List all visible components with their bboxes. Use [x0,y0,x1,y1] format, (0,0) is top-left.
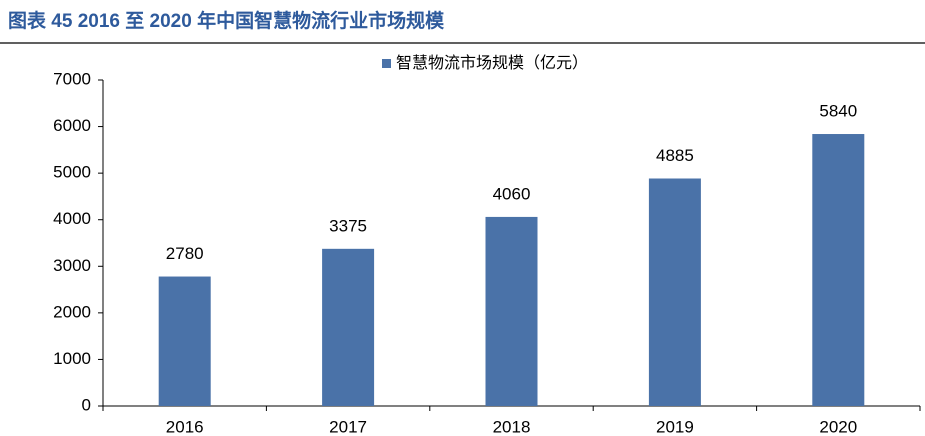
bar [485,216,538,406]
bar [322,248,375,406]
y-tick-label: 4000 [53,209,91,228]
x-tick-label: 2018 [493,417,531,436]
x-tick-label: 2016 [166,417,204,436]
y-tick-label: 7000 [53,69,91,88]
y-tick-label: 0 [82,395,91,414]
bar [812,134,865,406]
y-tick-label: 5000 [53,163,91,182]
y-tick-label: 3000 [53,256,91,275]
legend-label: 智慧物流市场规模（亿元） [396,54,588,72]
y-tick-label: 1000 [53,349,91,368]
y-tick-label: 6000 [53,116,91,135]
x-tick-label: 2017 [329,417,367,436]
data-label: 4060 [493,184,531,203]
x-tick-label: 2019 [656,417,694,436]
bar [158,276,211,406]
data-label: 5840 [819,102,857,121]
data-label: 3375 [329,216,367,235]
bar [648,178,701,406]
data-label: 4885 [656,146,694,165]
chart-title: 图表 45 2016 至 2020 年中国智慧物流行业市场规模 [8,9,445,32]
data-label: 2780 [166,244,204,263]
legend-swatch [382,59,391,68]
y-tick-label: 2000 [53,302,91,321]
x-tick-label: 2020 [819,417,857,436]
